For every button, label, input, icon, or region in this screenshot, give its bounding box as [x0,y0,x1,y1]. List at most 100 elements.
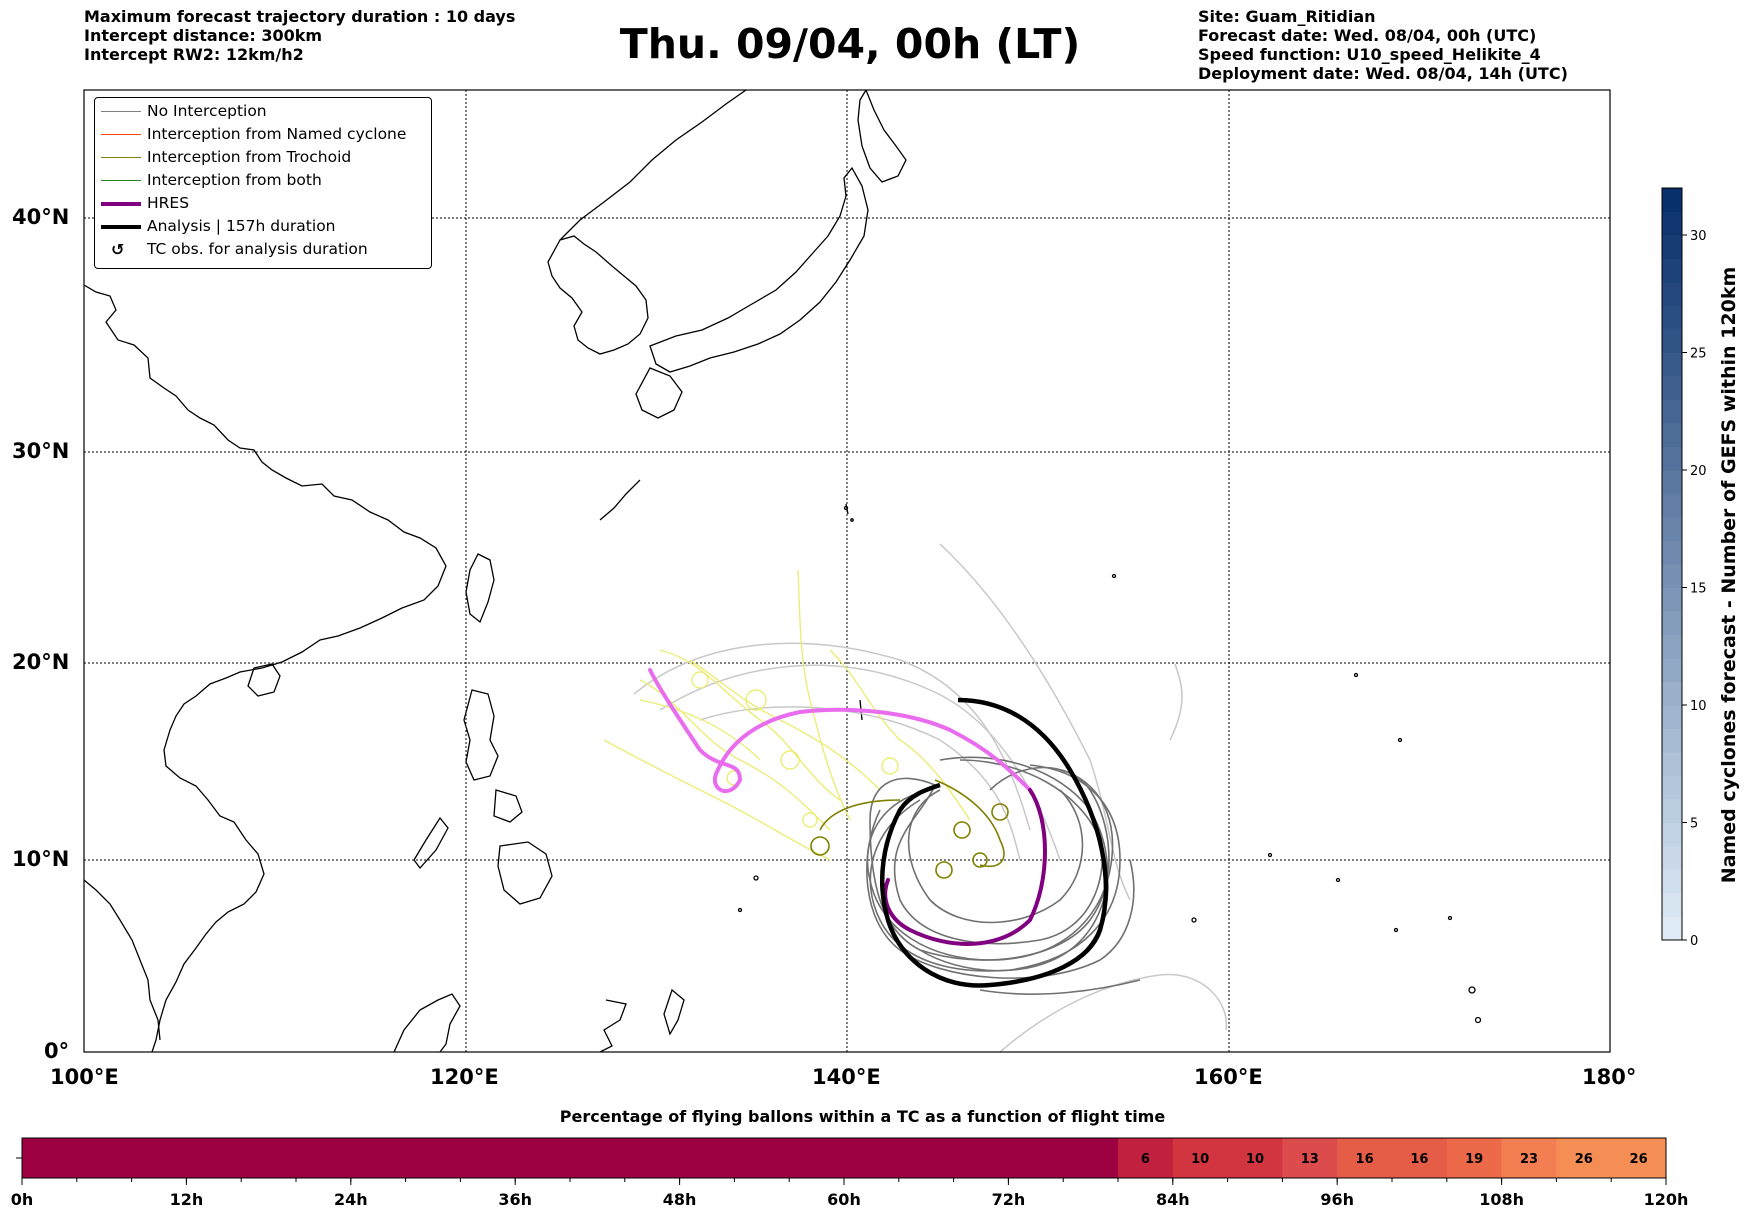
legend-swatch [101,180,141,181]
coastline-malay [84,879,161,1041]
colorbar-tick-label: 25 [1690,347,1707,362]
analysis-trajectory [880,697,1109,988]
flight-time-cell-value: 10 [1246,1152,1264,1167]
colorbar-frame [1661,187,1683,941]
flight-time-cell [1118,1138,1174,1178]
flight-time-base [22,1138,1118,1178]
coastline-hainan [247,663,281,697]
flight-time-tick-label: 108h [1479,1190,1524,1209]
flight-time-cell-value: 19 [1465,1152,1483,1167]
flight-time-ticks: 0h 12h 24h 36h 48h 60h 72h 84h 96h 108h 120h [11,1178,1689,1209]
colorbar-cell [1662,705,1682,729]
legend-item-hres: HRES [95,193,431,215]
colorbar-cell [1662,587,1682,612]
hres-trajectory [648,668,1047,946]
legend-item-no-interception: No Interception [95,101,431,123]
coastline-mainland [84,284,447,1052]
colorbar-cell [1662,681,1682,706]
grid-lines [84,90,1610,1052]
colorbar-tick-label: 5 [1690,817,1698,832]
speed-function-text: Speed function: U10_speed_Helikite_4 [1198,45,1541,64]
lat-tick-20: 20°N [12,650,69,674]
intercept-rw2-text: Intercept RW2: 12km/h2 [84,45,304,64]
lat-tick-0: 0° [44,1039,69,1063]
colorbar-cell [1662,305,1682,330]
colorbar-cell [1662,352,1682,377]
colorbar-cell [1662,211,1682,236]
map-title: Thu. 09/04, 00h (LT) [619,20,1081,68]
flight-time-bar: 6 10 10 13 16 16 19 23 26 26 0h 12h 24h 36h 48h 60h 72h… [11,1137,1689,1209]
flight-time-cell [1172,1138,1229,1178]
colorbar-cell [1662,822,1682,847]
max-duration-text: Maximum forecast trajectory duration : 1… [84,7,516,26]
flight-time-cell [1501,1138,1557,1178]
map-frame [83,89,1611,1053]
colorbar-cell [1662,728,1682,753]
colorbar-cell [1662,634,1682,659]
flight-time-cell-value: 26 [1630,1152,1648,1167]
flight-time-tick-label: 72h [992,1190,1026,1209]
colorbar-ticks: 0 5 10 15 20 25 30 [1682,229,1707,949]
colorbar-tick-label: 30 [1690,229,1707,244]
flight-time-cell [1611,1138,1667,1178]
colorbar-cell [1662,493,1682,518]
colorbar-cell [1662,893,1682,917]
coastline-japan [649,166,869,373]
flight-time-cells: 6 10 10 13 16 16 19 23 26 26 [22,1138,1667,1178]
legend-swatch [101,225,141,229]
colorbar-cell [1662,258,1682,283]
colorbar-cell [1662,564,1682,588]
legend-label: Interception from both [147,171,322,189]
flight-time-tick-label: 12h [170,1190,204,1209]
lon-tick-120: 120°E [430,1065,499,1089]
coastline-mindanao [497,841,553,905]
header-right-info: Site: Guam_Ritidian Forecast date: Wed. … [1198,7,1568,83]
lon-tick-100: 100°E [50,1065,119,1089]
flight-time-tick-label: 120h [1644,1190,1689,1209]
colorbar-cell [1662,916,1682,941]
map-legend: No Interception Interception from Named … [94,97,432,269]
colorbar-cell [1662,611,1682,635]
lon-tick-140: 140°E [812,1065,881,1089]
legend-swatch [101,111,141,112]
colorbar-cell [1662,376,1682,400]
flight-time-tick-label: 60h [827,1190,861,1209]
flight-time-tick-label: 24h [334,1190,368,1209]
lat-tick-40: 40°N [12,205,69,229]
flight-time-cell-value: 16 [1356,1152,1374,1167]
legend-label: HRES [147,194,190,212]
flight-time-cell [1282,1138,1338,1178]
colorbar-tick-label: 15 [1690,582,1707,597]
colorbar-cell [1662,446,1682,471]
legend-label: Analysis | 157h duration [147,217,336,235]
coastline-luzon [463,689,499,781]
flight-time-cell-value: 23 [1520,1152,1538,1167]
flight-time-cell-value: 26 [1575,1152,1593,1167]
colorbar-tick-label: 20 [1690,464,1707,479]
colorbar-cell [1662,869,1682,894]
flight-time-tick-label: 96h [1320,1190,1354,1209]
coastline-palawan [413,816,449,870]
legend-item-analysis: Analysis | 157h duration [95,216,431,238]
legend-item-named-cyclone: Interception from Named cyclone [95,124,431,146]
legend-swatch [101,202,141,206]
coastline-taiwan [465,553,495,624]
coastline-visayas [493,789,523,823]
coastlines [84,90,1482,1052]
legend-swatch [101,134,141,135]
ensemble-trajectories-yellow [603,569,971,861]
flight-time-bar-title: Percentage of flying ballons within a TC… [559,1107,1166,1126]
coastline-kyushu [635,367,683,419]
flight-time-tick-label: 36h [498,1190,532,1209]
coastline-korea [547,235,649,355]
site-text: Site: Guam_Ritidian [1198,7,1376,26]
colorbar-cell [1662,329,1682,353]
legend-item-tc-obs: ↺ TC obs. for analysis duration [95,239,431,261]
intercept-distance-text: Intercept distance: 300km [84,26,323,45]
colorbar-cell [1662,846,1682,870]
flight-time-tick-label: 84h [1156,1190,1190,1209]
flight-time-cell [1337,1138,1393,1178]
colorbar-cell [1662,799,1682,823]
coastline-north [559,90,747,241]
colorbar-cell [1662,752,1682,776]
